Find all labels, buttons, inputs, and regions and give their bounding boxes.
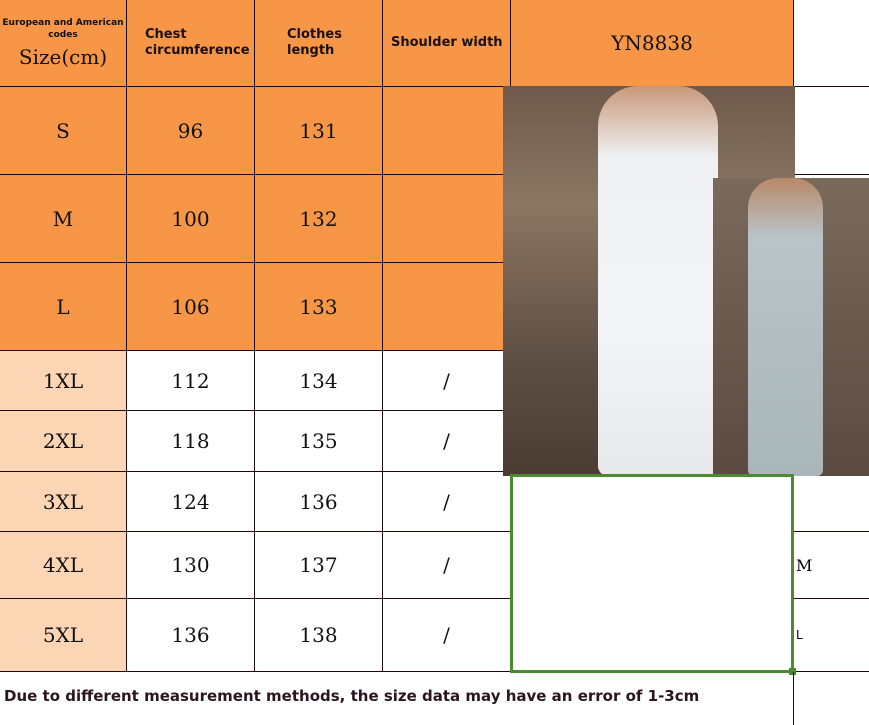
header-chest: Chest circumference bbox=[127, 0, 255, 87]
cell-length: 135 bbox=[255, 411, 383, 472]
product-photo-side bbox=[713, 178, 869, 476]
cell-shoulder bbox=[383, 263, 511, 351]
cell-length: 136 bbox=[255, 472, 383, 532]
cell-chest: 112 bbox=[127, 351, 255, 411]
cell-selection[interactable] bbox=[510, 474, 794, 673]
side-label-l: L bbox=[796, 628, 803, 642]
empty-cell bbox=[794, 599, 869, 672]
header-model: YN8838 bbox=[511, 0, 794, 87]
cell-shoulder: / bbox=[383, 599, 511, 672]
cell-shoulder bbox=[383, 175, 511, 263]
header-size-sub: European and American codes bbox=[2, 18, 124, 40]
product-photo-front bbox=[503, 86, 795, 476]
empty-cell bbox=[794, 472, 869, 532]
cell-chest: 130 bbox=[127, 532, 255, 599]
cell-size: L bbox=[0, 263, 127, 351]
cell-chest: 124 bbox=[127, 472, 255, 532]
empty-cell bbox=[794, 0, 869, 87]
cell-length: 132 bbox=[255, 175, 383, 263]
cell-length: 138 bbox=[255, 599, 383, 672]
side-label-m: M bbox=[796, 556, 813, 575]
cell-size: 4XL bbox=[0, 532, 127, 599]
cell-chest: 106 bbox=[127, 263, 255, 351]
cell-size: 5XL bbox=[0, 599, 127, 672]
header-size: European and American codes Size(cm) bbox=[0, 0, 127, 87]
cell-size: 1XL bbox=[0, 351, 127, 411]
cell-size: 2XL bbox=[0, 411, 127, 472]
cell-size: 3XL bbox=[0, 472, 127, 532]
cell-chest: 100 bbox=[127, 175, 255, 263]
cell-length: 133 bbox=[255, 263, 383, 351]
cell-shoulder: / bbox=[383, 472, 511, 532]
cell-chest: 136 bbox=[127, 599, 255, 672]
header-size-label: Size(cm) bbox=[18, 45, 108, 69]
header-length: Clothes length bbox=[255, 0, 383, 87]
gridline bbox=[793, 672, 794, 725]
cell-length: 131 bbox=[255, 87, 383, 175]
cell-shoulder: / bbox=[383, 351, 511, 411]
cell-size: M bbox=[0, 175, 127, 263]
measurement-note: Due to different measurement methods, th… bbox=[4, 687, 700, 705]
cell-length: 137 bbox=[255, 532, 383, 599]
cell-size: S bbox=[0, 87, 127, 175]
cell-shoulder: / bbox=[383, 532, 511, 599]
cell-chest: 96 bbox=[127, 87, 255, 175]
header-shoulder: Shoulder width bbox=[383, 0, 511, 87]
cell-length: 134 bbox=[255, 351, 383, 411]
cell-shoulder: / bbox=[383, 411, 511, 472]
empty-cell bbox=[794, 532, 869, 599]
cell-chest: 118 bbox=[127, 411, 255, 472]
selection-fill-handle[interactable] bbox=[789, 668, 796, 675]
empty-cell bbox=[794, 87, 869, 175]
cell-shoulder bbox=[383, 87, 511, 175]
